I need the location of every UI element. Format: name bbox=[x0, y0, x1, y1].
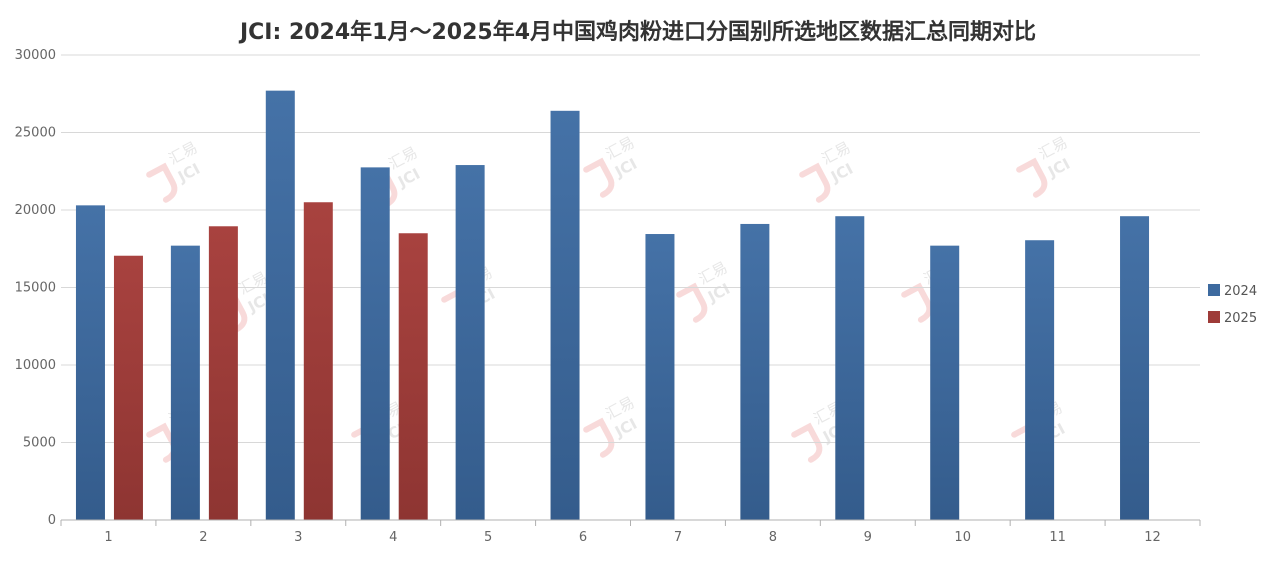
bar-2025-2 bbox=[208, 226, 238, 520]
bar-2024-9 bbox=[835, 216, 865, 520]
bar-2024-6 bbox=[550, 110, 580, 521]
x-tick-label: 9 bbox=[864, 530, 872, 545]
y-tick-label: 30000 bbox=[15, 48, 56, 63]
bar-2024-5 bbox=[455, 165, 485, 521]
legend-label-2025: 2025 bbox=[1224, 311, 1257, 326]
x-tick-label: 4 bbox=[389, 530, 397, 545]
bar-2025-3 bbox=[303, 202, 333, 520]
legend-label-2024: 2024 bbox=[1224, 284, 1257, 299]
x-tick-label: 3 bbox=[294, 530, 302, 545]
bar-2025-1 bbox=[113, 255, 143, 520]
x-tick-label: 7 bbox=[674, 530, 682, 545]
x-tick-label: 6 bbox=[579, 530, 587, 545]
bar-2024-2 bbox=[170, 245, 200, 520]
y-tick-label: 25000 bbox=[15, 126, 56, 141]
bar-2024-10 bbox=[930, 245, 960, 520]
x-tick-label: 11 bbox=[1049, 530, 1066, 545]
legend: 2024 2025 bbox=[1208, 284, 1257, 326]
bar-2025-4 bbox=[398, 233, 428, 520]
bar-2024-12 bbox=[1120, 216, 1150, 520]
y-tick-label: 10000 bbox=[15, 358, 56, 373]
legend-swatch-2025 bbox=[1208, 311, 1220, 323]
axes: 1 2 3 4 5 6 7 8 9 10 11 12 bbox=[60, 519, 1201, 545]
x-tick-label: 8 bbox=[769, 530, 777, 545]
bar-2024-8 bbox=[740, 223, 770, 520]
x-tick-label: 2 bbox=[199, 530, 207, 545]
y-tick-label: 15000 bbox=[15, 281, 56, 296]
bar-2024-1 bbox=[75, 205, 105, 520]
x-tick-label: 10 bbox=[954, 530, 971, 545]
chart-title: JCI: 2024年1月～2025年4月中国鸡肉粉进口分国别所选地区数据汇总同期… bbox=[239, 20, 1037, 45]
bar-2024-3 bbox=[265, 90, 295, 521]
gridlines: 0 5000 10000 15000 20000 25000 30000 bbox=[15, 48, 1200, 528]
bar-2024-4 bbox=[360, 167, 390, 520]
x-tick-label: 5 bbox=[484, 530, 492, 545]
legend-swatch-2024 bbox=[1208, 284, 1220, 296]
x-tick-label: 12 bbox=[1144, 530, 1161, 545]
x-tick-label: 1 bbox=[104, 530, 112, 545]
y-tick-label: 0 bbox=[48, 513, 56, 528]
y-tick-label: 20000 bbox=[15, 203, 56, 218]
bar-2024-7 bbox=[645, 234, 675, 520]
y-tick-label: 5000 bbox=[23, 436, 56, 451]
bars bbox=[75, 90, 1150, 521]
bar-2024-11 bbox=[1025, 240, 1055, 520]
